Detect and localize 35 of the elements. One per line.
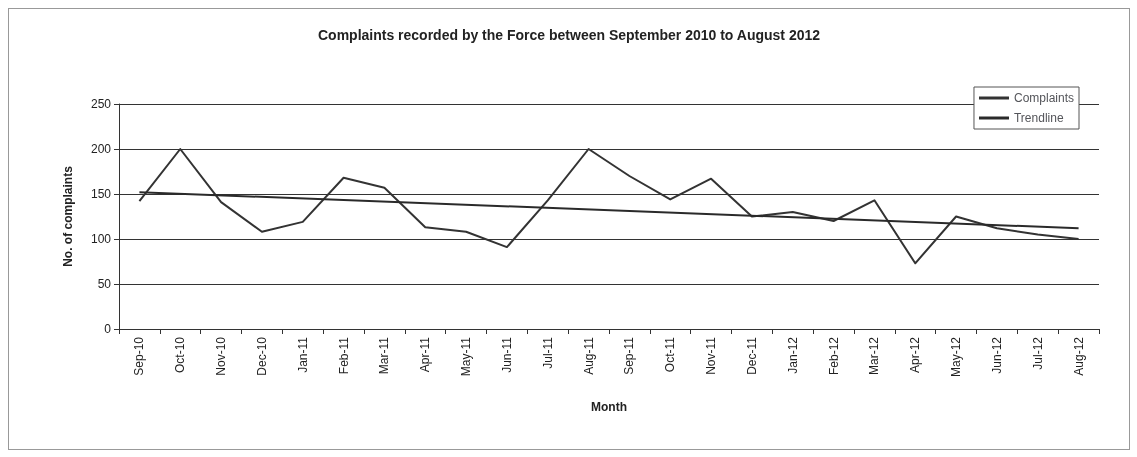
x-tick-label: Dec-11 — [744, 336, 759, 375]
x-tick-label: Sep-10 — [132, 336, 147, 376]
x-tick-label: Feb-11 — [336, 336, 351, 375]
x-tick-label: Dec-10 — [254, 336, 269, 376]
y-tick-label: 250 — [90, 97, 112, 111]
x-tick-label: Apr-12 — [908, 336, 923, 374]
x-tick-label: May-12 — [949, 336, 964, 378]
y-tick-label: 200 — [90, 142, 112, 156]
x-axis-title: Month — [591, 400, 627, 414]
x-tick-label: Jan-12 — [785, 336, 800, 374]
x-tick-label: Apr-11 — [418, 336, 433, 373]
x-tick-label: Mar-12 — [867, 336, 882, 376]
y-tick-label: 150 — [90, 187, 112, 201]
x-tick-label: Sep-11 — [622, 336, 637, 375]
x-tick-label: Jan-11 — [295, 336, 310, 373]
x-tick-label: Jul-11 — [540, 336, 555, 369]
x-tick-label: Nov-10 — [214, 336, 229, 376]
y-tick-label: 50 — [97, 277, 112, 291]
x-tick-label: Jun-12 — [989, 336, 1004, 374]
x-tick-label: Aug-11 — [581, 336, 596, 375]
x-tick-label: May-11 — [459, 336, 474, 377]
x-tick-label: Aug-12 — [1071, 336, 1086, 376]
y-tick-label: 100 — [90, 232, 112, 246]
x-tick-label: Nov-11 — [704, 336, 719, 375]
x-tick-label: Jun-11 — [499, 336, 514, 373]
x-tick-label: Feb-12 — [826, 336, 841, 376]
x-tick-label: Oct-11 — [663, 336, 678, 373]
x-tick-label: Jul-12 — [1030, 336, 1045, 370]
x-tick-label: Oct-10 — [173, 336, 188, 374]
legend-label: Complaints — [1013, 91, 1075, 105]
y-tick-label: 0 — [104, 322, 112, 336]
legend-label: Trendline — [1013, 111, 1064, 125]
y-axis-title: No. of complaints — [61, 165, 75, 267]
chart-title: Complaints recorded by the Force between September 2010 to August 2012 — [317, 27, 821, 43]
x-tick-label: Mar-11 — [377, 336, 392, 375]
